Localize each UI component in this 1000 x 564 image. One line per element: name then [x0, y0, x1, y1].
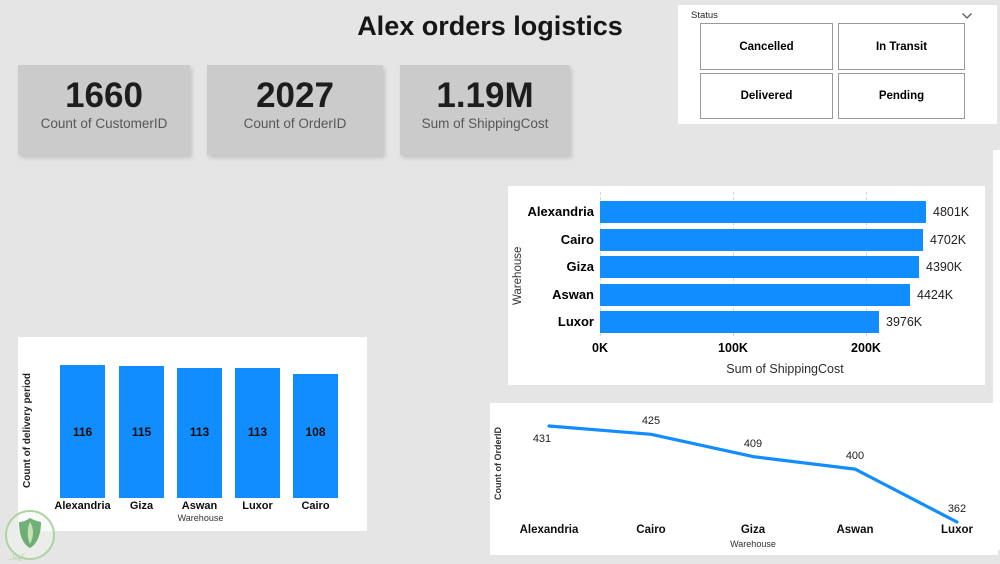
kpi-card-customer-count: 1660 Count of CustomerID [18, 65, 190, 155]
colbar-bar[interactable] [293, 374, 338, 498]
x-axis-tick: 100K [718, 341, 748, 355]
watermark: كهيل [2, 509, 64, 564]
line-category-label: Aswan [836, 524, 874, 536]
slicer-option-cancelled[interactable]: Cancelled [700, 23, 833, 70]
colbar-category-label: Cairo [301, 500, 330, 512]
right-edge-panel [993, 150, 1000, 550]
colbar-bar[interactable] [119, 366, 164, 498]
kpi-value: 2027 [256, 76, 334, 115]
colbar-value-label: 113 [247, 425, 268, 439]
colbar-value-label: 115 [131, 425, 152, 439]
colbar-category-label: Aswan [181, 500, 218, 512]
kpi-label: Sum of ShippingCost [421, 116, 549, 131]
barh-plot: Warehouse Sum of ShippingCost 0K 100K 200K… [508, 186, 985, 385]
barh-bar[interactable] [600, 201, 926, 223]
colbar-bar[interactable] [235, 368, 280, 498]
x-axis-tick: 200K [851, 341, 881, 355]
colbar-plot: Count of delivery period Warehouse 116 Al… [18, 337, 367, 531]
slicer-title: Status [691, 10, 718, 21]
line-point-label: 409 [743, 437, 763, 450]
kpi-label: Count of OrderID [243, 116, 347, 131]
barh-value-label: 4424K [917, 288, 954, 302]
barh-value-label: 3976K [886, 315, 923, 329]
x-axis-label: Warehouse [730, 539, 776, 549]
x-axis-label: Sum of ShippingCost [726, 362, 844, 376]
barh-category-label: Cairo [560, 232, 594, 247]
barh-bar[interactable] [600, 229, 923, 251]
colbar-category-label: Luxor [242, 500, 273, 512]
line-series [547, 424, 959, 524]
barh-value-label: 4801K [933, 205, 970, 219]
barh-bar[interactable] [600, 256, 919, 278]
page-title: Alex orders logistics [357, 11, 623, 41]
kpi-card-order-count: 2027 Count of OrderID [207, 65, 383, 155]
colbar-bar[interactable] [60, 365, 105, 498]
kpi-value: 1.19M [436, 76, 534, 115]
barh-category-label: Giza [566, 259, 594, 274]
barh-bar[interactable] [600, 284, 910, 306]
colbar-bar[interactable] [177, 368, 222, 498]
chevron-down-icon[interactable] [961, 12, 973, 20]
colbar-value-label: 108 [305, 425, 326, 439]
barh-category-label: Luxor [557, 314, 594, 329]
line-point-label: 400 [845, 450, 865, 463]
barh-value-label: 4702K [930, 233, 967, 247]
line-category-label: Luxor [941, 524, 973, 536]
kpi-label: Count of CustomerID [40, 116, 168, 131]
line-point-label: 431 [532, 433, 552, 445]
slicer-option-delivered[interactable]: Delivered [700, 73, 833, 119]
colbar-value-label: 116 [72, 425, 93, 439]
slicer-option-pending[interactable]: Pending [838, 73, 965, 119]
status-slicer: Status Cancelled In Transit Delivered Pe… [678, 5, 997, 124]
barh-bar[interactable] [600, 311, 879, 333]
slicer-option-in-transit[interactable]: In Transit [838, 23, 965, 70]
line-point-label: 362 [947, 502, 967, 515]
kpi-card-shipping-cost: 1.19M Sum of ShippingCost [400, 65, 570, 155]
barh-value-label: 4390K [926, 260, 963, 274]
line-path[interactable] [547, 424, 959, 524]
barh-category-label: Alexandria [527, 204, 594, 219]
line-category-label: Giza [740, 524, 766, 536]
colbar-category-label: Giza [129, 500, 154, 512]
line-category-label: Cairo [636, 524, 666, 536]
x-axis-label: Warehouse [177, 513, 224, 523]
leaf-shield-logo-icon [5, 510, 55, 560]
kpi-value: 1660 [65, 76, 143, 115]
line-category-label: Alexandria [519, 524, 579, 536]
line-plot: Count of OrderID Warehouse 431 Alexandria… [490, 403, 998, 555]
watermark-text: كهيل [9, 552, 25, 561]
colbar-value-label: 113 [189, 425, 210, 439]
barh-category-label: Aswan [552, 287, 594, 302]
y-axis-label: Count of delivery period [22, 372, 33, 488]
line-point-label: 425 [641, 415, 661, 428]
colbar-category-label: Alexandria [54, 500, 111, 512]
x-axis-tick: 0K [592, 341, 608, 355]
